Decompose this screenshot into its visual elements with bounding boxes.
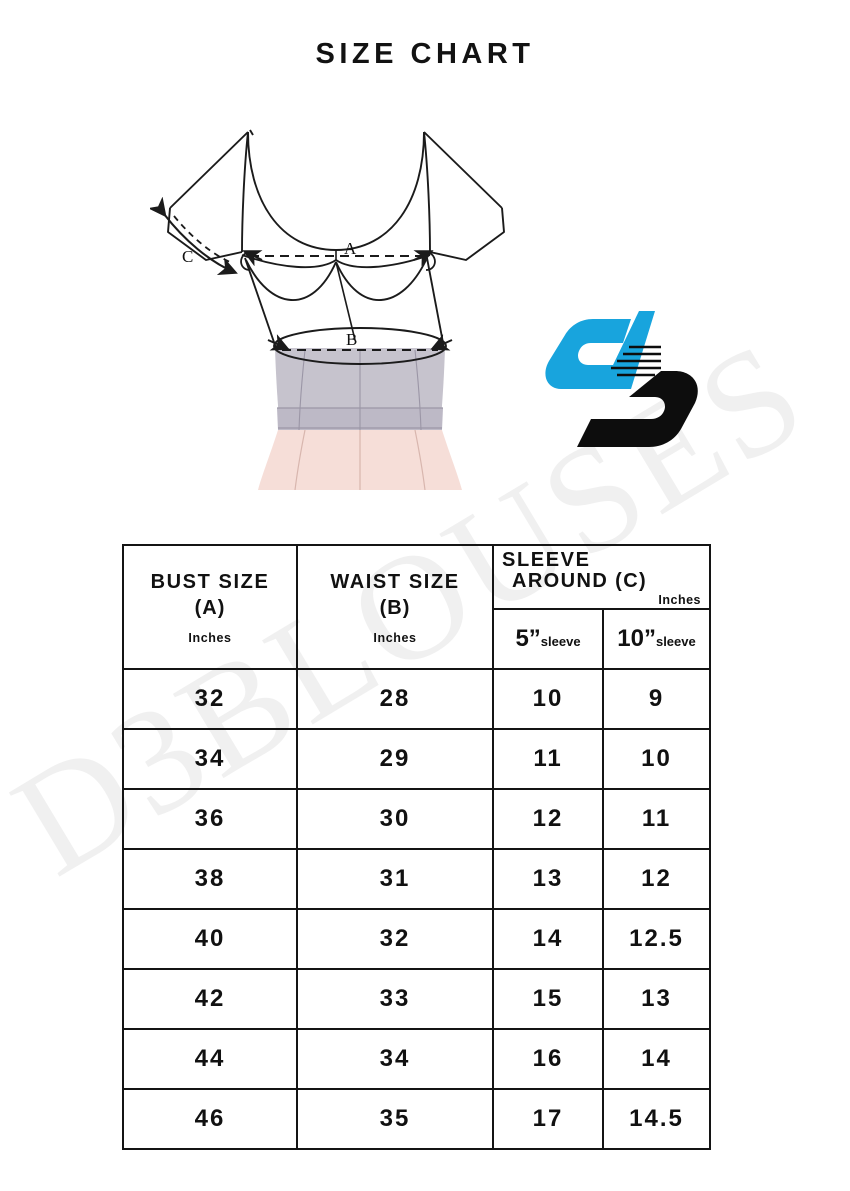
cell-sleeve-10inch: 11 [602, 788, 711, 850]
header-row-main: BUST SIZE (A) Inches WAIST SIZE (B) Inch… [122, 544, 711, 670]
header-sleeve-10inch-label: sleeve [655, 634, 696, 649]
cell-waist: 28 [296, 668, 494, 730]
cell-bust: 32 [122, 668, 298, 730]
cell-sleeve-10inch: 10 [602, 728, 711, 790]
label-sleeve: C [182, 247, 193, 266]
cell-waist: 33 [296, 968, 494, 1030]
header-waist-unit: Inches [373, 631, 417, 646]
size-chart-table: BUST SIZE (A) Inches WAIST SIZE (B) Inch… [122, 544, 711, 1150]
logo-speed-lines [611, 345, 661, 377]
header-sleeve-line2: AROUND (C) [512, 570, 648, 592]
cell-waist: 29 [296, 728, 494, 790]
cell-bust: 46 [122, 1088, 298, 1150]
header-sleeve-unit: Inches [658, 593, 701, 607]
cell-bust: 42 [122, 968, 298, 1030]
table-row: 34 29 11 10 [122, 728, 711, 790]
header-waist-size: WAIST SIZE (B) Inches [296, 544, 494, 670]
logo-black-mark [577, 371, 698, 447]
cell-sleeve-10inch: 14.5 [602, 1088, 711, 1150]
table-row: 40 32 14 12.5 [122, 908, 711, 970]
cell-waist: 34 [296, 1028, 494, 1090]
header-waist-label: WAIST SIZE [330, 570, 460, 593]
table-row: 46 35 17 14.5 [122, 1088, 711, 1150]
header-row-sub: 5”sleeve 10”sleeve [123, 608, 711, 670]
cell-bust: 34 [122, 728, 298, 790]
header-sleeve-5inch-value: 5” [515, 625, 541, 652]
table-body: 32 28 10 9 34 29 11 10 36 30 12 11 38 31 13 12 40 32 14 12.… [122, 668, 711, 1150]
lower-body-shape [258, 429, 462, 491]
header-bust-size: BUST SIZE (A) Inches [122, 544, 298, 670]
cell-bust: 36 [122, 788, 298, 850]
cell-sleeve-5inch: 14 [492, 908, 604, 970]
cell-sleeve-10inch: 13 [602, 968, 711, 1030]
header-sleeve-10inch-value: 10” [617, 625, 656, 652]
skirt-shape [275, 348, 445, 431]
cell-sleeve-10inch: 9 [602, 668, 711, 730]
cell-sleeve-10inch: 12.5 [602, 908, 711, 970]
cell-sleeve-5inch: 10 [492, 668, 604, 730]
table-row: 38 31 13 12 [122, 848, 711, 910]
header-bust-unit: Inches [188, 631, 232, 646]
cell-waist: 30 [296, 788, 494, 850]
cell-bust: 44 [122, 1028, 298, 1090]
cell-waist: 35 [296, 1088, 494, 1150]
table-header: BUST SIZE (A) Inches WAIST SIZE (B) Inch… [122, 544, 711, 670]
waist-measure-line [267, 334, 453, 352]
cell-sleeve-5inch: 16 [492, 1028, 604, 1090]
header-sleeve-5inch-label: sleeve [540, 634, 581, 649]
table-row: 44 34 16 14 [122, 1028, 711, 1090]
cell-waist: 31 [296, 848, 494, 910]
table-row: 42 33 15 13 [122, 968, 711, 1030]
size-chart-table-container: BUST SIZE (A) Inches WAIST SIZE (B) Inch… [122, 544, 711, 1150]
table-row: 36 30 12 11 [122, 788, 711, 850]
header-sleeve-around: SLEEVE AROUND (C) Inches [492, 544, 711, 610]
cell-sleeve-5inch: 13 [492, 848, 604, 910]
cell-sleeve-5inch: 17 [492, 1088, 604, 1150]
page-title: SIZE CHART [315, 38, 535, 70]
sleeve-measure-arrow [147, 196, 238, 276]
cell-sleeve-5inch: 15 [492, 968, 604, 1030]
cell-sleeve-10inch: 14 [602, 1028, 711, 1090]
label-bust: A [344, 239, 357, 258]
blouse-outline [167, 129, 505, 365]
cell-waist: 32 [296, 908, 494, 970]
header-bust-paren: (A) [194, 597, 226, 620]
d3blouses-logo [543, 305, 713, 470]
label-waist: B [346, 330, 357, 349]
logo-blue-mark [545, 311, 655, 389]
header-sleeve-5inch: 5”sleeve [492, 608, 604, 670]
table-row: 32 28 10 9 [122, 668, 711, 730]
header-bust-label: BUST SIZE [150, 570, 270, 593]
cell-bust: 38 [122, 848, 298, 910]
cell-sleeve-5inch: 12 [492, 788, 604, 850]
cell-sleeve-10inch: 12 [602, 848, 711, 910]
bust-measure-line [240, 250, 436, 271]
blouse-measurement-diagram: A B C [147, 110, 570, 491]
header-sleeve-line1: SLEEVE [502, 549, 591, 571]
cell-bust: 40 [122, 908, 298, 970]
header-waist-paren: (B) [379, 597, 411, 620]
header-sleeve-10inch: 10”sleeve [602, 608, 711, 670]
cell-sleeve-5inch: 11 [492, 728, 604, 790]
